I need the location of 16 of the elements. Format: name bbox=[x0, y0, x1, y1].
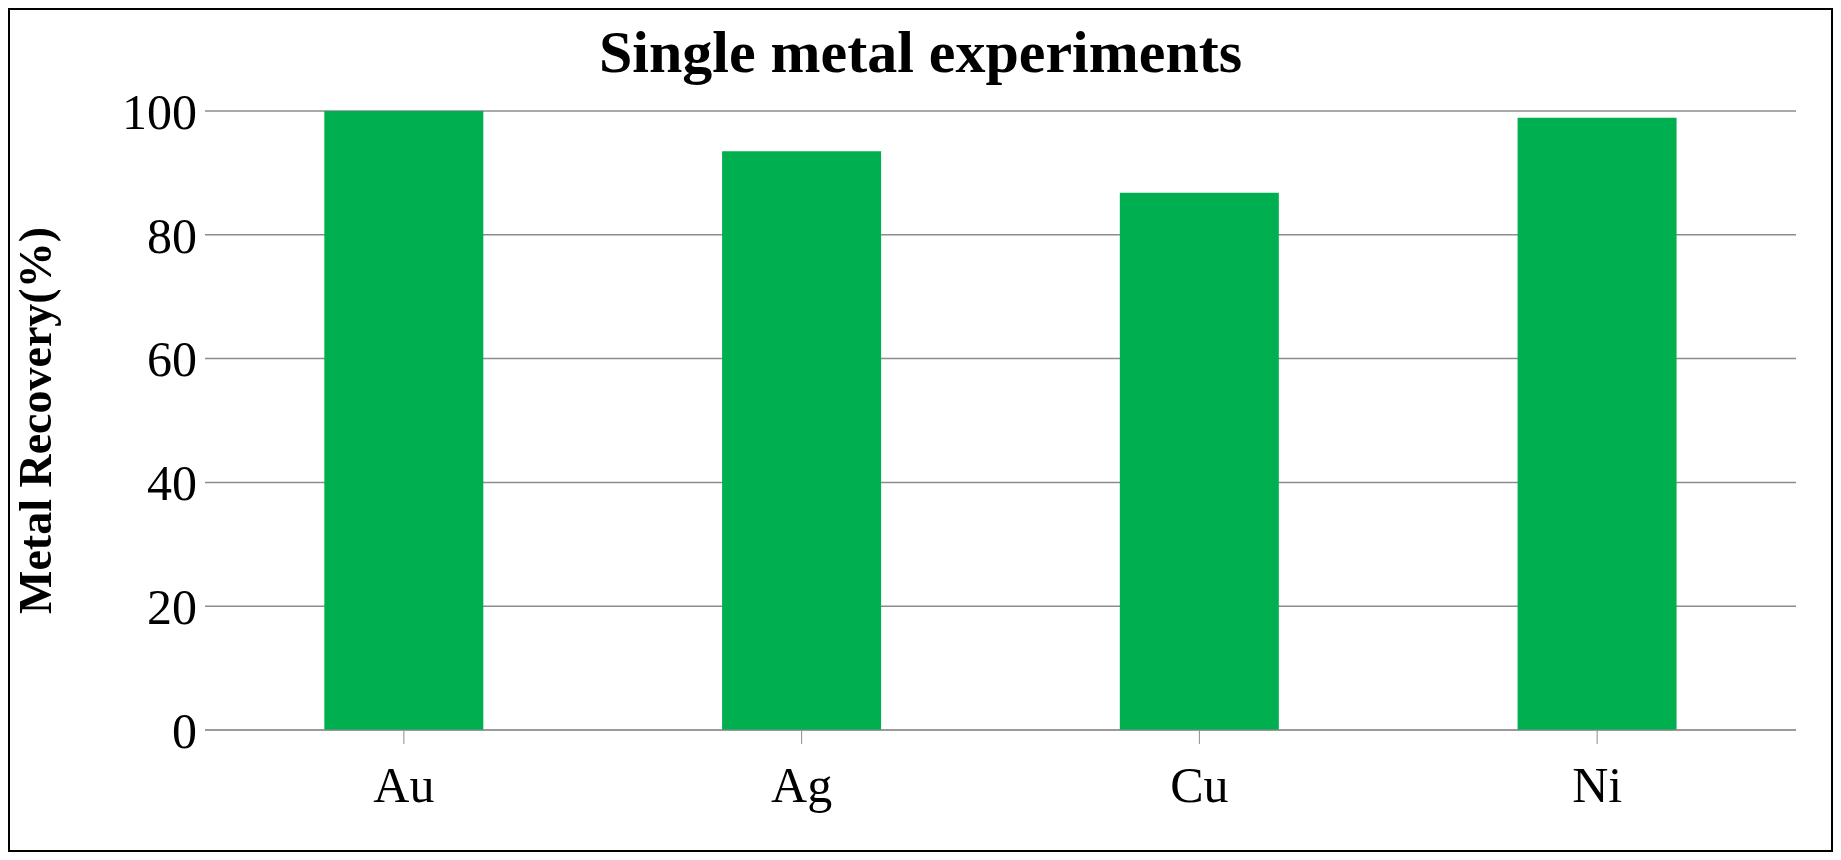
y-tick-label: 100 bbox=[122, 83, 197, 140]
y-tick-label: 40 bbox=[147, 455, 197, 512]
x-tick-label: Cu bbox=[1170, 756, 1229, 813]
bar bbox=[324, 111, 484, 730]
y-tick-label: 80 bbox=[147, 207, 197, 264]
x-tick-label: Ag bbox=[771, 756, 833, 813]
bar bbox=[1517, 117, 1677, 730]
bar bbox=[1119, 192, 1279, 730]
x-tick-label: Au bbox=[373, 756, 435, 813]
y-tick-label: 20 bbox=[147, 578, 197, 635]
bar bbox=[722, 151, 882, 730]
y-axis-title: Metal Recovery(%) bbox=[10, 227, 62, 614]
y-tick-label: 60 bbox=[147, 331, 197, 388]
y-tick-label: 0 bbox=[172, 702, 197, 759]
x-tick-label: Ni bbox=[1572, 756, 1623, 813]
chart-title: Single metal experiments bbox=[598, 19, 1243, 85]
